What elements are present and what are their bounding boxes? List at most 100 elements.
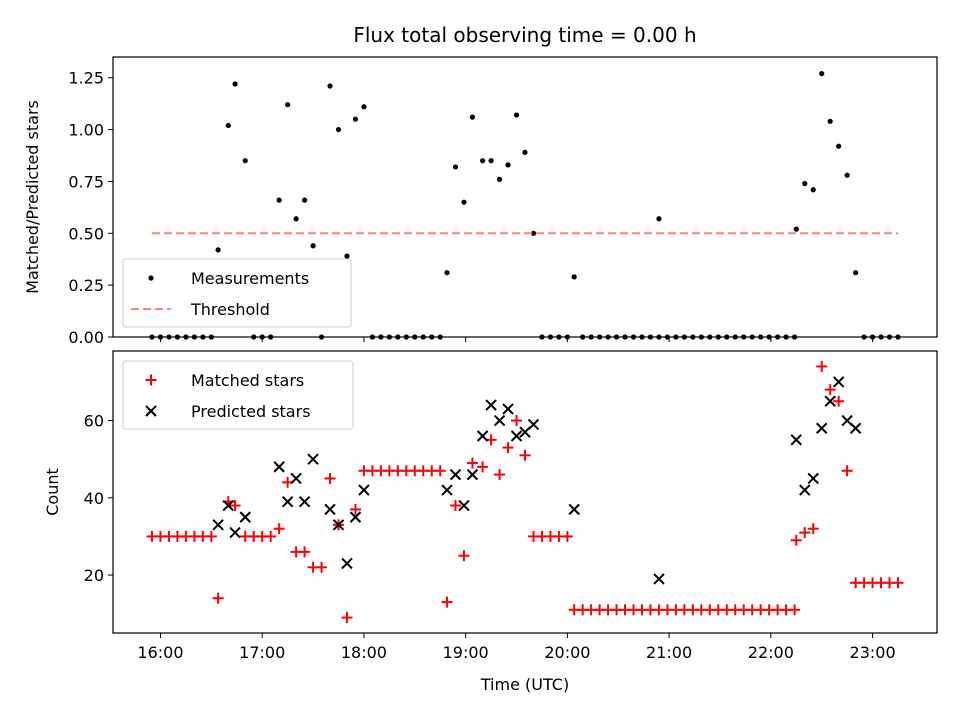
x-axis-label: Time (UTC) xyxy=(480,675,569,694)
x-b xyxy=(458,499,470,512)
measurement-point xyxy=(496,176,503,182)
y-tick-label: 0.00 xyxy=(68,328,104,347)
predicted-star-point xyxy=(307,453,319,465)
predicted-star-point xyxy=(568,503,580,516)
bottom-y-ticks: 20 40 60 xyxy=(84,412,113,585)
x-b xyxy=(449,468,462,481)
predicted-star-point xyxy=(493,414,506,427)
matched-star-point xyxy=(561,530,573,542)
measurement-point xyxy=(344,253,350,259)
x-b xyxy=(485,399,497,411)
bottom-axes-frame xyxy=(112,350,938,634)
x-b xyxy=(849,422,862,434)
x-tick-label: 19:00 xyxy=(443,643,489,662)
legend-label: Predicted stars xyxy=(191,402,311,421)
measurement-point xyxy=(225,122,231,129)
measurement-point xyxy=(361,104,367,110)
measurement-point xyxy=(327,83,333,89)
x-b xyxy=(527,418,540,431)
matched-star-point xyxy=(449,500,461,512)
measurement-point xyxy=(793,226,799,232)
measurement-point xyxy=(571,274,577,280)
measurement-point xyxy=(505,162,511,168)
x-b xyxy=(824,395,836,407)
predicted-star-point xyxy=(502,403,514,415)
measurement-point xyxy=(853,270,859,276)
measurement-point xyxy=(293,216,299,222)
x-b xyxy=(568,503,580,516)
measurement-point xyxy=(836,143,842,149)
measurement-point xyxy=(301,197,308,203)
series-predicted-stars xyxy=(212,376,862,585)
measurement-point xyxy=(522,149,528,156)
top-panel-measurements: Flux total observing time = 0.00 h Match… xyxy=(23,23,938,347)
legend-box xyxy=(122,258,352,328)
legend-predicted-swatch xyxy=(145,405,157,417)
measurement-point xyxy=(827,118,833,124)
x-b xyxy=(466,468,479,481)
predicted-star-point xyxy=(358,484,370,496)
predicted-star-point xyxy=(653,573,665,585)
chart-title: Flux total observing time = 0.00 h xyxy=(353,23,696,47)
x-tick-label: 16:00 xyxy=(137,643,183,662)
y-tick-label: 1.00 xyxy=(68,121,104,140)
x-b xyxy=(799,484,811,496)
predicted-star-point xyxy=(449,468,462,481)
matched-star-point xyxy=(502,442,514,454)
legend-label: Matched stars xyxy=(191,371,304,390)
x-b xyxy=(349,511,362,523)
matched-star-point xyxy=(212,592,224,604)
x-b xyxy=(298,495,311,508)
measurement-point xyxy=(461,199,467,205)
matched-star-point xyxy=(265,530,277,542)
measurement-point xyxy=(232,81,238,87)
measurement-point xyxy=(819,70,825,77)
matched-star-point xyxy=(316,561,328,573)
x-b xyxy=(441,484,453,496)
measurement-point xyxy=(802,180,808,187)
y-tick-label: 0.75 xyxy=(68,172,104,191)
x-b xyxy=(239,511,251,523)
predicted-star-point xyxy=(849,422,862,434)
predicted-star-point xyxy=(349,511,362,523)
matched-star-point xyxy=(466,457,478,469)
top-y-ticks: 0.00 0.25 0.50 0.75 1.00 1.25 xyxy=(68,69,113,347)
predicted-star-point xyxy=(527,418,540,431)
x-b xyxy=(816,422,828,434)
matched-star-point xyxy=(519,449,531,461)
matched-star-point xyxy=(458,550,470,562)
x-b xyxy=(212,519,224,531)
x-tick-label: 22:00 xyxy=(748,643,794,662)
x-tick-label: 21:00 xyxy=(646,643,692,662)
matched-star-point xyxy=(205,530,217,542)
measurement-point xyxy=(444,270,450,276)
measurement-point xyxy=(335,126,342,133)
measurement-point xyxy=(352,116,359,122)
legend-measurement-swatch xyxy=(148,275,154,281)
legend-label: Threshold xyxy=(190,300,270,319)
predicted-star-point xyxy=(485,399,497,411)
measurement-point xyxy=(513,112,520,118)
measurement-point xyxy=(488,158,494,164)
x-b xyxy=(502,403,514,415)
x-tick-label: 17:00 xyxy=(239,643,285,662)
x-b xyxy=(476,430,489,442)
x-b xyxy=(324,503,336,516)
measurement-point xyxy=(469,114,476,120)
predicted-star-point xyxy=(799,484,811,496)
bottom-panel-counts: Count Time (UTC) 16:00 17:00 18:00 19:00 20:… xyxy=(43,350,938,694)
y-tick-label: 20 xyxy=(84,566,104,585)
x-b xyxy=(341,557,353,570)
matched-star-point xyxy=(790,534,802,546)
x-b xyxy=(807,472,819,485)
y-tick-label: 0.25 xyxy=(68,276,104,295)
predicted-star-point xyxy=(212,519,224,531)
x-b xyxy=(790,434,802,446)
predicted-star-point xyxy=(476,430,489,442)
bottom-x-ticks: 16:00 17:00 18:00 19:00 20:00 21:00 22:00 23:00 xyxy=(137,633,896,662)
measurement-point xyxy=(844,172,850,178)
y-tick-label: 0.50 xyxy=(68,224,104,243)
y-tick-label: 1.25 xyxy=(68,69,104,88)
measurement-point xyxy=(242,158,248,164)
